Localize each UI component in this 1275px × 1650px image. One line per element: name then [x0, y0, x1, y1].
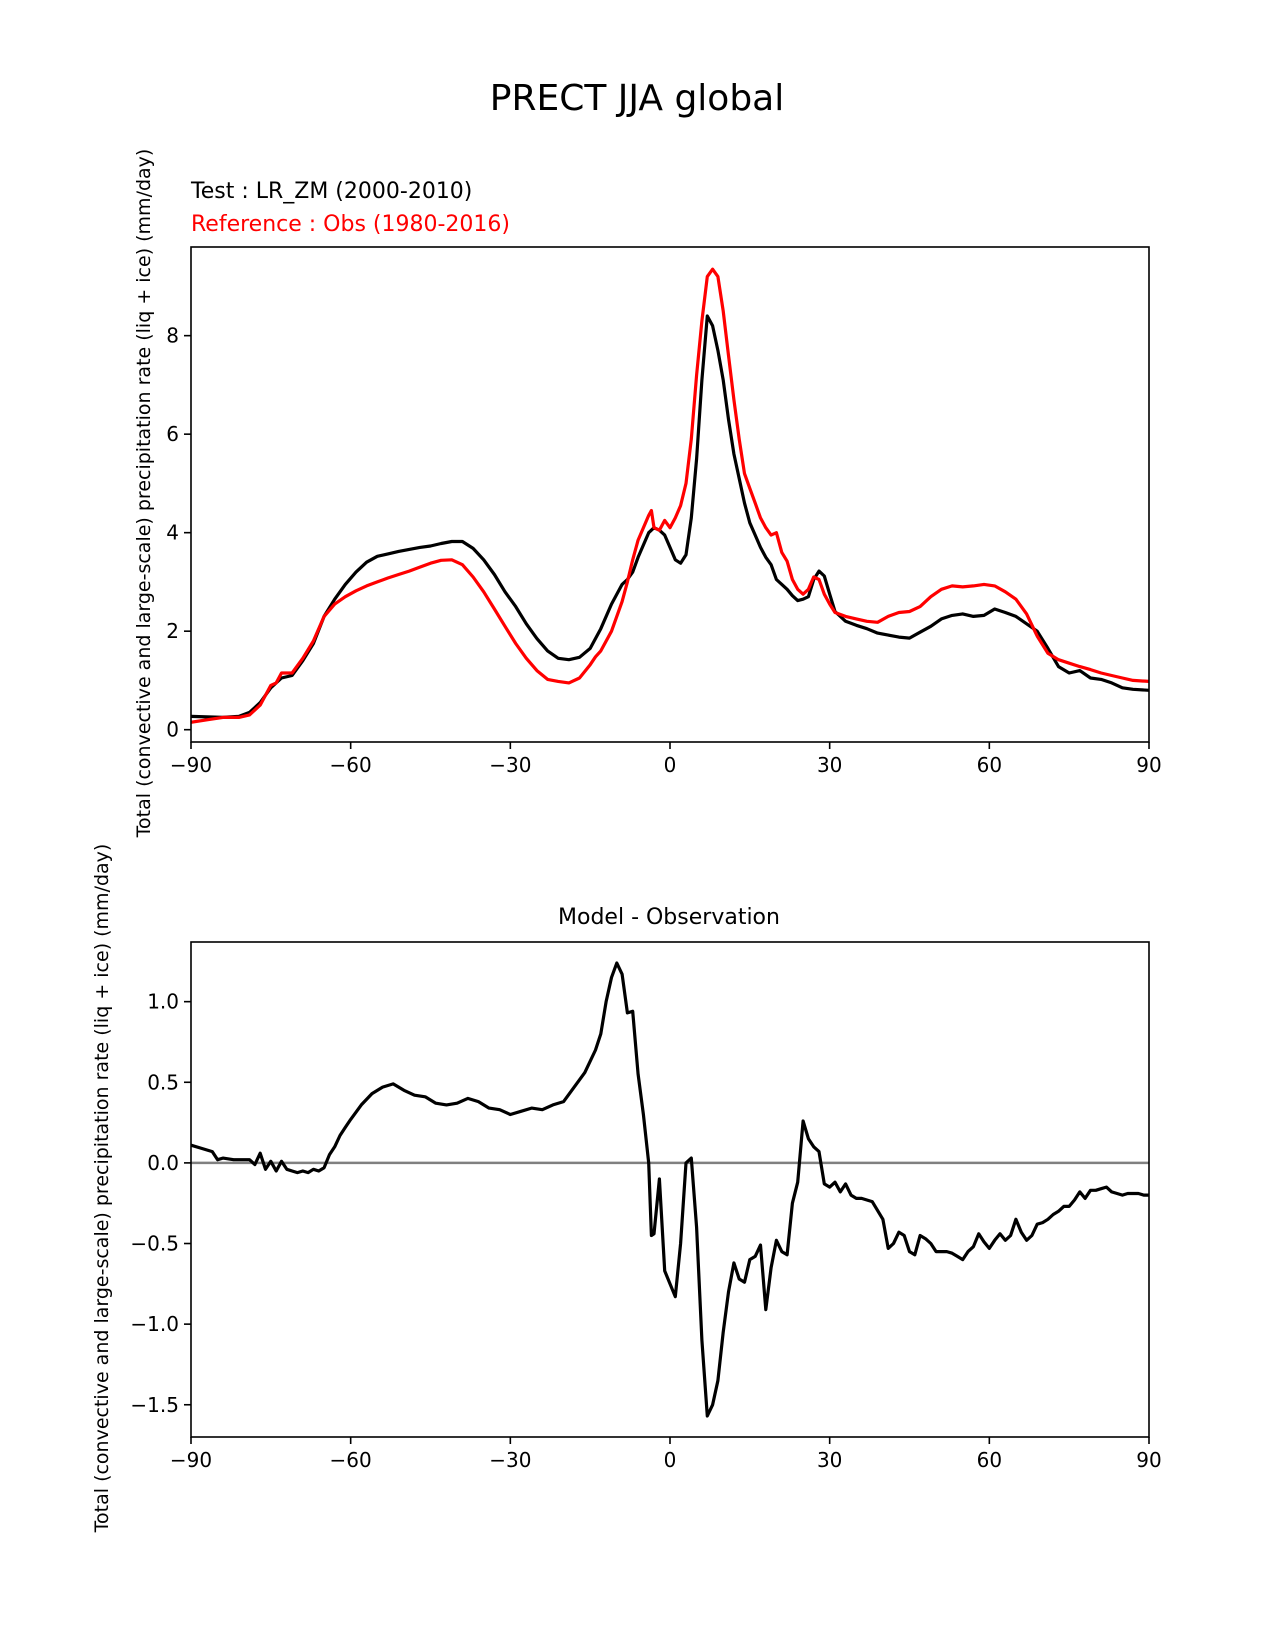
x-tick-label: 30	[817, 753, 842, 777]
series-line-test	[191, 314, 1149, 720]
x-tick-label: 90	[1136, 1448, 1161, 1472]
y-tick-label: 0	[166, 718, 179, 742]
y-tick-label: 8	[166, 324, 179, 348]
top-y-axis-label: Total (convective and large-scale) preci…	[133, 149, 155, 839]
x-tick-label: 0	[664, 753, 677, 777]
y-tick-label: 2	[166, 619, 179, 643]
x-tick-label: −30	[489, 1448, 531, 1472]
y-tick-label: 0.5	[147, 1070, 179, 1094]
series-line-reference	[191, 267, 1149, 724]
x-tick-label: 60	[977, 1448, 1002, 1472]
x-tick-label: 90	[1136, 753, 1161, 777]
x-tick-label: −90	[170, 753, 212, 777]
series-line-difference	[191, 961, 1149, 1418]
top-plot-area: −90 −60 −30 0 30 60 90 0 2 4 6 8	[166, 246, 1162, 777]
y-tick-label: −0.5	[130, 1232, 179, 1256]
test-annotation: Test : LR_ZM (2000-2010)	[190, 179, 472, 204]
x-tick-label: −60	[330, 753, 372, 777]
reference-annotation: Reference : Obs (1980-2016)	[191, 212, 510, 237]
bottom-plot-area: −90 −60 −30 0 30 60 90 1.0 0.5 0.0 −0.5 −1.0 −1.5	[130, 941, 1162, 1472]
y-tick-label: 1.0	[147, 990, 179, 1014]
x-tick-label: −60	[330, 1448, 372, 1472]
y-tick-label: −1.0	[130, 1312, 179, 1336]
bottom-panel-title: Model - Observation	[558, 905, 780, 930]
x-tick-label: −90	[170, 1448, 212, 1472]
x-tick-label: 60	[977, 753, 1002, 777]
x-tick-label: 30	[817, 1448, 842, 1472]
x-tick-label: −30	[489, 753, 531, 777]
y-tick-label: 6	[166, 422, 179, 446]
y-tick-label: 0.0	[147, 1151, 179, 1175]
y-tick-label: 4	[166, 521, 179, 545]
y-tick-label: −1.5	[130, 1393, 179, 1417]
bottom-y-axis-label: Total (convective and large-scale) preci…	[91, 844, 113, 1534]
figure-title: PRECT JJA global	[490, 78, 785, 119]
x-tick-label: 0	[664, 1448, 677, 1472]
